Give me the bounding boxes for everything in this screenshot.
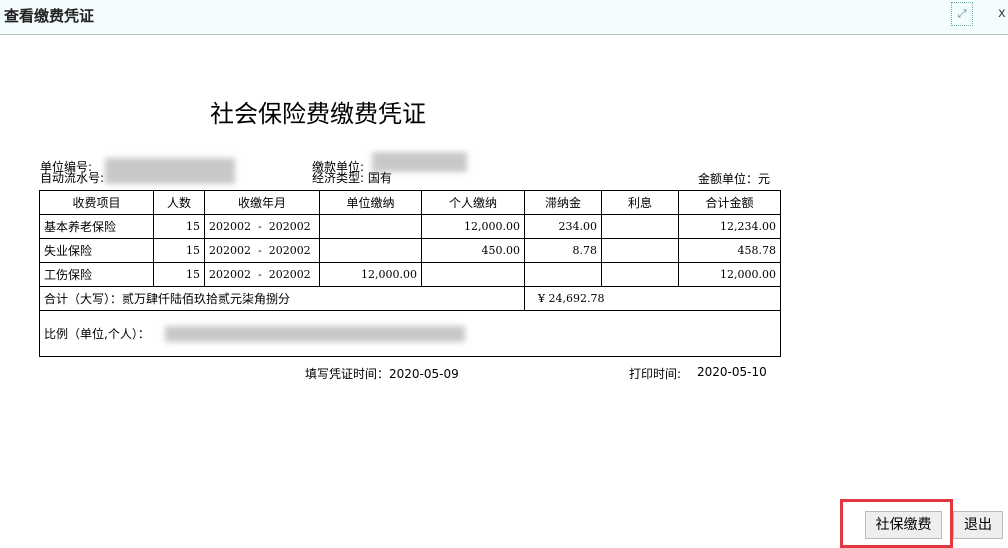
cell: 15 — [153, 262, 205, 287]
col-header: 收费项目 — [39, 190, 154, 215]
maximize-icon[interactable]: ⤢ — [951, 2, 973, 26]
cell: 202002 - 202002 — [204, 238, 320, 263]
econ-type-label: 经济类型: — [312, 171, 365, 185]
title-bar: 查看缴费凭证 ⤢ x — [0, 0, 1008, 35]
print-time: 2020-05-10 — [697, 365, 767, 379]
table-header: 收费项目 人数 收缴年月 单位缴纳 个人缴纳 滞纳金 利息 合计金额 — [39, 190, 781, 215]
cell: 8.78 — [524, 238, 602, 263]
payment-table: 收费项目 人数 收缴年月 单位缴纳 个人缴纳 滞纳金 利息 合计金额 基本养老保… — [39, 190, 781, 357]
total-amount: ¥ 24,692.78 — [524, 286, 781, 311]
col-header: 利息 — [601, 190, 679, 215]
ratio-label: 比例（单位,个人）： — [44, 327, 150, 341]
cell: 12,000.00 — [319, 262, 422, 287]
cell — [601, 214, 679, 239]
cell: 15 — [153, 214, 205, 239]
cell — [319, 238, 422, 263]
col-header: 个人缴纳 — [421, 190, 525, 215]
unit-no-label: 单位编号: — [40, 160, 93, 174]
col-header: 人数 — [153, 190, 205, 215]
cell: 失业保险 — [39, 238, 154, 263]
table-row: 基本养老保险 15 202002 - 202002 12,000.00 234.00 12… — [39, 214, 781, 239]
cell: 202002 - 202002 — [204, 214, 320, 239]
table-row: 工伤保险 15 202002 - 202002 12,000.00 12,000.00 — [39, 262, 781, 287]
document-title: 社会保险费缴费凭证 — [210, 100, 426, 128]
col-header: 单位缴纳 — [319, 190, 422, 215]
cell: 工伤保险 — [39, 262, 154, 287]
cell: 12,000.00 — [421, 214, 525, 239]
window-title: 查看缴费凭证 — [4, 7, 95, 25]
cell: 234.00 — [524, 214, 602, 239]
pay-unit-label: 缴款单位: — [312, 160, 365, 174]
col-header: 收缴年月 — [204, 190, 320, 215]
cell: 458.78 — [678, 238, 781, 263]
cell: 15 — [153, 238, 205, 263]
ratio-row: 比例（单位,个人）： — [39, 310, 781, 357]
cell — [319, 214, 422, 239]
cell: 基本养老保险 — [39, 214, 154, 239]
cell: 12,000.00 — [678, 262, 781, 287]
print-time-label: 打印时间: — [629, 367, 682, 381]
serial-label: 自动流水号: — [40, 171, 105, 185]
total-in-words: 合计（大写）：贰万肆仟陆佰玖拾贰元柒角捌分 — [39, 286, 525, 311]
econ-type: 国有 — [367, 171, 392, 185]
redacted-ratio — [165, 326, 465, 342]
social-insurance-pay-button[interactable]: 社保缴费 — [865, 511, 942, 539]
cell — [524, 262, 602, 287]
cell — [601, 238, 679, 263]
fill-time: 填写凭证时间：2020-05-09 — [305, 367, 459, 381]
cell: 450.00 — [421, 238, 525, 263]
total-row: 合计（大写）：贰万肆仟陆佰玖拾贰元柒角捌分 ¥ 24,692.78 — [39, 286, 781, 311]
redacted-unit-no — [105, 158, 235, 184]
redacted-pay-unit — [372, 152, 467, 172]
close-button[interactable]: x — [998, 6, 1006, 21]
exit-button[interactable]: 退出 — [953, 511, 1003, 539]
cell — [601, 262, 679, 287]
cell: 202002 - 202002 — [204, 262, 320, 287]
cell — [421, 262, 525, 287]
table-row: 失业保险 15 202002 - 202002 450.00 8.78 458.78 — [39, 238, 781, 263]
cell: 12,234.00 — [678, 214, 781, 239]
col-header: 合计金额 — [678, 190, 781, 215]
amount-unit: 金额单位：元 — [698, 172, 771, 186]
col-header: 滞纳金 — [524, 190, 602, 215]
